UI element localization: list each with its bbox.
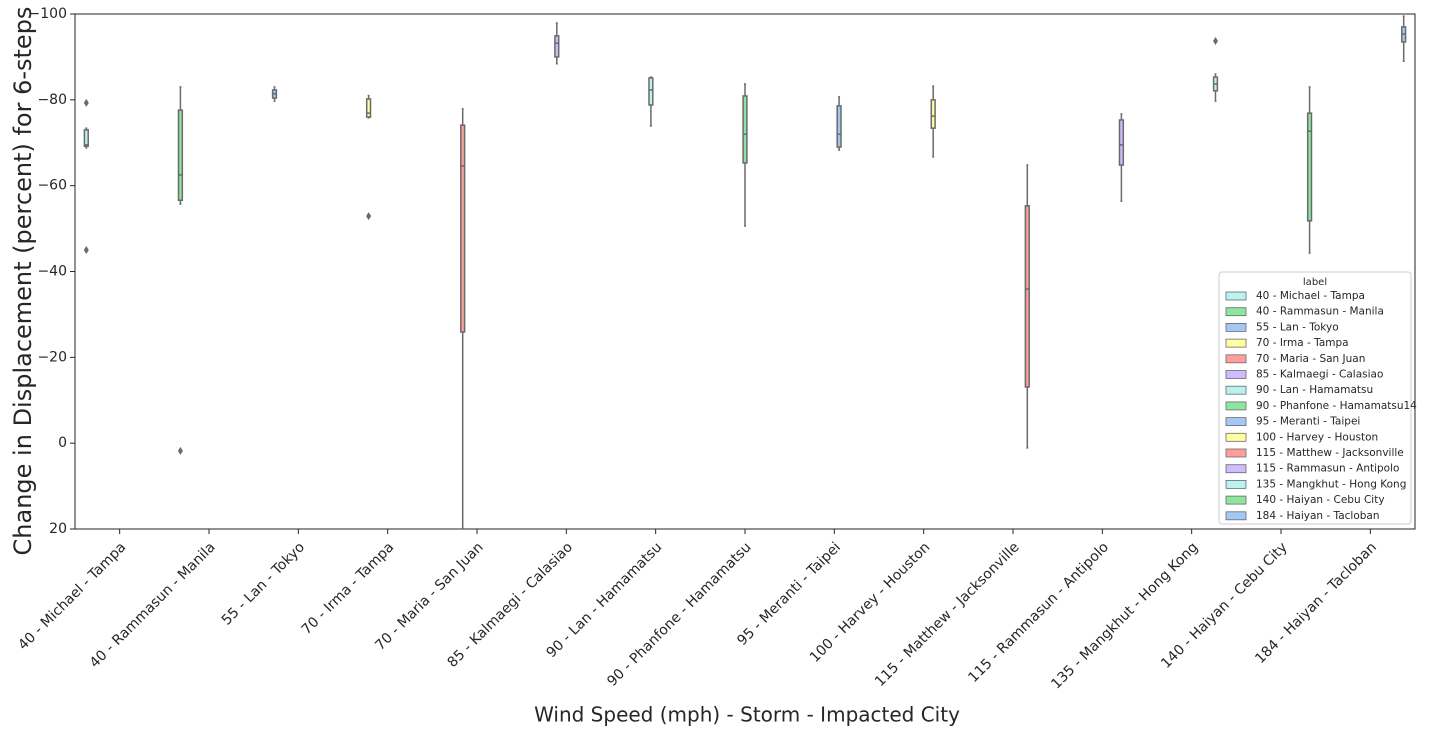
legend-label: 70 - Maria - San Juan [1256, 353, 1365, 365]
x-axis-title: Wind Speed (mph) - Storm - Impacted City [534, 703, 960, 727]
legend-swatch [1225, 322, 1247, 332]
box [742, 95, 748, 164]
legend-label: 40 - Rammasun - Manila [1256, 306, 1384, 318]
box [365, 98, 372, 118]
legend-label: 90 - Lan - Hamamatsu [1256, 384, 1373, 396]
y-tick-label: 20 [49, 521, 67, 537]
legend-swatch [1225, 401, 1247, 411]
legend-swatch [1225, 464, 1247, 474]
legend-label: 100 - Harvey - Houston [1256, 431, 1378, 443]
legend-swatch [1225, 432, 1247, 442]
legend-swatch [1225, 448, 1247, 458]
legend-label: 184 - Haiyan - Tacloban [1256, 510, 1380, 522]
legend-frame [1218, 271, 1412, 525]
legend-swatch [1225, 307, 1247, 317]
flier [83, 246, 89, 255]
box [648, 77, 654, 106]
legend-label: 90 - Phanfone - Hamamatsu14 [1256, 400, 1417, 412]
plot-frame [74, 13, 1416, 530]
flier [1212, 37, 1218, 46]
box [554, 35, 560, 58]
legend-label: 70 - Irma - Tampa [1256, 337, 1349, 349]
y-axis-title: Change in Displacement (percent) for 6-s… [9, 7, 37, 556]
legend-swatch [1225, 338, 1247, 348]
legend-label: 115 - Rammasun - Antipolo [1256, 463, 1399, 475]
y-tick-label: −40 [37, 264, 67, 280]
x-tick-label: 90 - Phanfone - Hamamatsu [604, 539, 754, 689]
x-tick-label: 135 - Mangkhut - Hong Kong [1048, 539, 1201, 692]
legend-swatch [1225, 417, 1247, 427]
legend-swatch [1225, 291, 1247, 301]
flier [366, 212, 372, 221]
legend-swatch [1225, 479, 1247, 489]
legend-label: 85 - Kalmaegi - Calasiao [1256, 369, 1383, 381]
legend-swatch [1225, 495, 1247, 505]
box [836, 105, 842, 148]
box [83, 129, 89, 147]
box [460, 124, 466, 333]
legend-swatch [1225, 370, 1247, 379]
box [1024, 205, 1030, 388]
y-tick-label: −80 [37, 92, 67, 108]
box [1118, 119, 1125, 166]
legend-label: 95 - Meranti - Taipei [1256, 416, 1360, 428]
y-tick-label: −20 [37, 349, 67, 365]
box [177, 109, 184, 202]
legend-label: 140 - Haiyan - Cebu City [1256, 494, 1385, 506]
y-tick-label: −60 [37, 178, 67, 194]
legend-swatch [1225, 354, 1247, 364]
legend-label: 135 - Mangkhut - Hong Kong [1256, 478, 1406, 490]
x-tick-label: 115 - Rammasun - Antipolo [965, 539, 1112, 686]
y-tick-label: −100 [29, 6, 67, 22]
legend-title: label [1303, 277, 1327, 288]
legend-label: 40 - Michael - Tampa [1256, 290, 1365, 302]
box [930, 99, 936, 129]
legend-swatch [1225, 511, 1247, 521]
legend-label: 55 - Lan - Tokyo [1256, 321, 1339, 333]
legend-label: 115 - Matthew - Jacksonville [1256, 447, 1404, 459]
x-tick-label: 115 - Matthew - Jacksonville [872, 539, 1023, 690]
x-tick-label: 55 - Lan - Tokyo [219, 539, 308, 628]
legend-swatch [1225, 385, 1247, 395]
flier [177, 446, 183, 455]
x-tick-label: 70 - Irma - Tampa [299, 539, 398, 638]
box [1306, 112, 1313, 222]
flier [83, 98, 89, 107]
y-tick-label: 0 [58, 435, 67, 451]
